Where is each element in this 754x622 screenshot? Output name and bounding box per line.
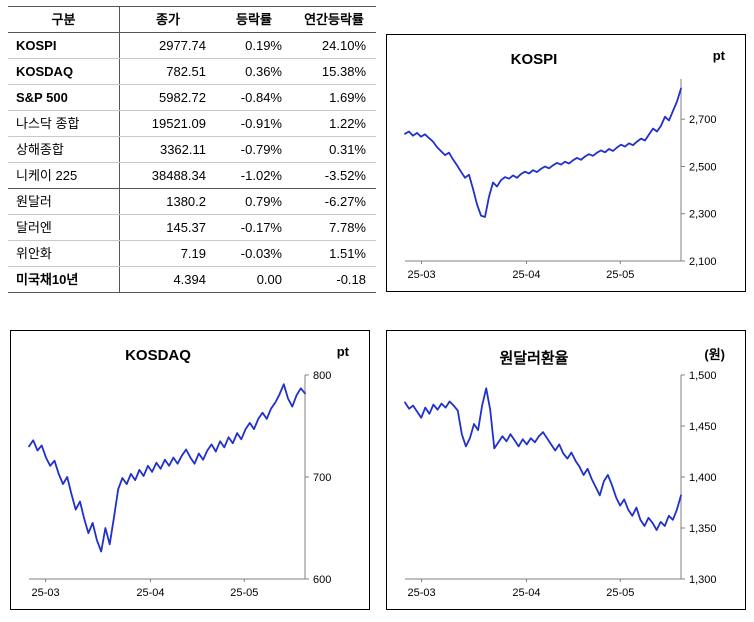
- kospi-chart-title: KOSPI: [510, 51, 558, 68]
- instrument-name: 미국채10년: [8, 267, 120, 292]
- kospi-chart-plot: 2,100 2,300 2,500 2,700 25-03 25-04 25-05: [404, 79, 717, 281]
- usdkrw-chart-unit: (원): [704, 347, 725, 362]
- kosdaq-chart-plot: 600 700 800 25-03 25-04 25-05: [28, 370, 331, 599]
- y-tick-label: 600: [313, 574, 331, 586]
- series-line: [404, 387, 682, 531]
- instrument-name: 나스닥 종합: [8, 111, 120, 136]
- header-category: 구분: [8, 7, 120, 32]
- change-pct: -0.03%: [240, 246, 282, 261]
- change-pct: 0.19%: [245, 38, 282, 53]
- y-tick-label: 800: [313, 370, 331, 382]
- kospi-chart-unit: pt: [712, 48, 725, 63]
- close-value: 7.19: [180, 246, 206, 261]
- y-tick-label: 1,350: [689, 523, 717, 535]
- instrument-name: S&P 500: [8, 85, 120, 110]
- x-tick-label: 25-05: [606, 269, 634, 281]
- ytd-change-pct: 7.78%: [329, 220, 366, 235]
- table-row: S&P 500 5982.72 -0.84% 1.69%: [8, 85, 376, 111]
- ytd-change-pct: 15.38%: [321, 64, 366, 79]
- change-pct: 0.00: [256, 272, 282, 287]
- change-pct: 0.79%: [245, 194, 282, 209]
- table-row: 원달러 1380.2 0.79% -6.27%: [8, 189, 376, 215]
- usdkrw-chart-plot: 1,300 1,350 1,400 1,450 1,500 25-03 25-04 25-05: [404, 370, 717, 599]
- close-value: 145.37: [166, 220, 206, 235]
- close-value: 2977.74: [159, 38, 206, 53]
- y-tick-label: 1,400: [689, 472, 717, 484]
- instrument-name: KOSPI: [8, 33, 120, 58]
- header-ytd-change: 연간등락률: [304, 12, 364, 27]
- y-tick-label: 2,700: [689, 114, 717, 126]
- y-tick-label: 2,100: [689, 256, 717, 268]
- instrument-name: KOSDAQ: [8, 59, 120, 84]
- table-row: 상해종합 3362.11 -0.79% 0.31%: [8, 137, 376, 163]
- y-tick-label: 2,300: [689, 209, 717, 221]
- ytd-change-pct: -6.27%: [324, 194, 366, 209]
- table-body: KOSPI 2977.74 0.19% 24.10% KOSDAQ 782.51 0.36%…: [8, 33, 376, 293]
- y-tick-label: 1,500: [689, 370, 717, 382]
- table-header-row: 구분 종가 등락률 연간등락률: [8, 7, 376, 33]
- table-row: KOSPI 2977.74 0.19% 24.10%: [8, 33, 376, 59]
- instrument-name: 달러엔: [8, 215, 120, 240]
- x-tick-label: 25-04: [512, 587, 540, 599]
- ytd-change-pct: 1.51%: [329, 246, 366, 261]
- table-row: 달러엔 145.37 -0.17% 7.78%: [8, 215, 376, 241]
- x-tick-label: 25-04: [512, 269, 540, 281]
- usdkrw-chart: 원달러환율 (원) 1,300 1,350 1,400 1,450 1,500 25-03…: [386, 330, 746, 610]
- kosdaq-chart: KOSDAQ pt 600 700 800 25-03 25-04 25-05: [10, 330, 370, 610]
- market-summary-table: 구분 종가 등락률 연간등락률 KOSPI 2977.74 0.19% 24.10% K…: [8, 6, 376, 293]
- instrument-name: 원달러: [8, 189, 120, 214]
- kosdaq-chart-title: KOSDAQ: [125, 347, 191, 364]
- change-pct: -0.79%: [240, 142, 282, 157]
- header-close: 종가: [156, 12, 180, 27]
- ytd-change-pct: 24.10%: [321, 38, 366, 53]
- ytd-change-pct: 1.22%: [329, 116, 366, 131]
- x-tick-label: 25-04: [136, 587, 164, 599]
- change-pct: -0.84%: [240, 90, 282, 105]
- ytd-change-pct: 0.31%: [329, 142, 366, 157]
- change-pct: -1.02%: [240, 168, 282, 183]
- change-pct: -0.91%: [240, 116, 282, 131]
- kospi-chart: KOSPI pt 2,100 2,300 2,500 2,700 25-03 25-04 2…: [386, 34, 746, 292]
- change-pct: -0.17%: [240, 220, 282, 235]
- ytd-change-pct: 1.69%: [329, 90, 366, 105]
- table-row: 니케이 225 38488.34 -1.02% -3.52%: [8, 163, 376, 189]
- instrument-name: 니케이 225: [8, 163, 120, 188]
- x-tick-label: 25-05: [606, 587, 634, 599]
- x-tick-label: 25-03: [407, 269, 435, 281]
- ytd-change-pct: -3.52%: [324, 168, 366, 183]
- y-tick-label: 1,450: [689, 421, 717, 433]
- table-row: 나스닥 종합 19521.09 -0.91% 1.22%: [8, 111, 376, 137]
- close-value: 3362.11: [159, 142, 206, 157]
- close-value: 4.394: [173, 272, 206, 287]
- series-line: [404, 87, 682, 218]
- x-tick-label: 25-05: [230, 587, 258, 599]
- usdkrw-chart-title: 원달러환율: [499, 350, 569, 367]
- x-tick-label: 25-03: [31, 587, 59, 599]
- close-value: 782.51: [166, 64, 206, 79]
- change-pct: 0.36%: [245, 64, 282, 79]
- table-row: 미국채10년 4.394 0.00 -0.18: [8, 267, 376, 293]
- instrument-name: 위안화: [8, 241, 120, 266]
- y-tick-label: 1,300: [689, 574, 717, 586]
- x-tick-label: 25-03: [407, 587, 435, 599]
- ytd-change-pct: -0.18: [336, 272, 366, 287]
- close-value: 19521.09: [151, 116, 206, 131]
- y-tick-label: 700: [313, 472, 331, 484]
- close-value: 38488.34: [151, 168, 206, 183]
- close-value: 1380.2: [166, 194, 206, 209]
- close-value: 5982.72: [159, 90, 206, 105]
- header-change: 등락률: [236, 12, 272, 27]
- table-row: KOSDAQ 782.51 0.36% 15.38%: [8, 59, 376, 85]
- instrument-name: 상해종합: [8, 137, 120, 162]
- kosdaq-chart-unit: pt: [336, 344, 349, 359]
- y-tick-label: 2,500: [689, 161, 717, 173]
- table-row: 위안화 7.19 -0.03% 1.51%: [8, 241, 376, 267]
- series-line: [28, 383, 306, 553]
